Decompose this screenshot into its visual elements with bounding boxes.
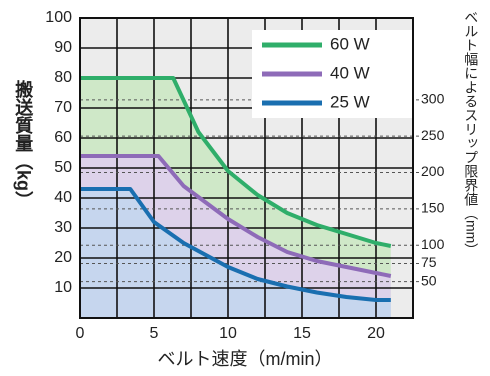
x-axis-title: ベルト速度（m/min） [158, 349, 333, 369]
y-tick-label: 60 [54, 129, 72, 146]
series-line [80, 154, 392, 278]
series-line [80, 76, 392, 248]
y2-tick-label: 100 [421, 236, 445, 252]
y2-tick-label: 50 [421, 272, 437, 288]
legend-label: 60 W [330, 34, 370, 53]
y-axis-title: 搬送質量（kg） [13, 79, 34, 209]
y-tick-label: 40 [54, 189, 72, 206]
y-tick-label: 20 [54, 249, 72, 266]
y2-tick-label: 75 [421, 254, 437, 270]
y2-axis-title: ベルト幅によるスリップ限界値（mm） [463, 10, 479, 257]
x-tick-label: 20 [367, 325, 385, 342]
x-tick-label: 15 [293, 325, 311, 342]
y-tick-label: 100 [45, 9, 72, 26]
y-tick-label: 10 [54, 279, 72, 296]
y-tick-label: 80 [54, 69, 72, 86]
x-tick-label: 10 [219, 325, 237, 342]
y2-tick-label: 200 [421, 163, 445, 179]
series-line [80, 187, 391, 302]
y2-tick-label: 250 [421, 127, 445, 143]
y-tick-label: 50 [54, 159, 72, 176]
x-tick-label: 5 [150, 325, 159, 342]
x-tick-label: 0 [76, 325, 85, 342]
plot-frame [79, 17, 414, 319]
y-tick-label: 70 [54, 99, 72, 116]
legend-label: 40 W [330, 63, 370, 82]
area [80, 189, 391, 318]
legend-label: 25 W [330, 92, 370, 111]
y-tick-label: 90 [54, 39, 72, 56]
y2-tick-label: 300 [421, 91, 445, 107]
y-tick-label: 30 [54, 219, 72, 236]
y2-tick-label: 150 [421, 200, 445, 216]
